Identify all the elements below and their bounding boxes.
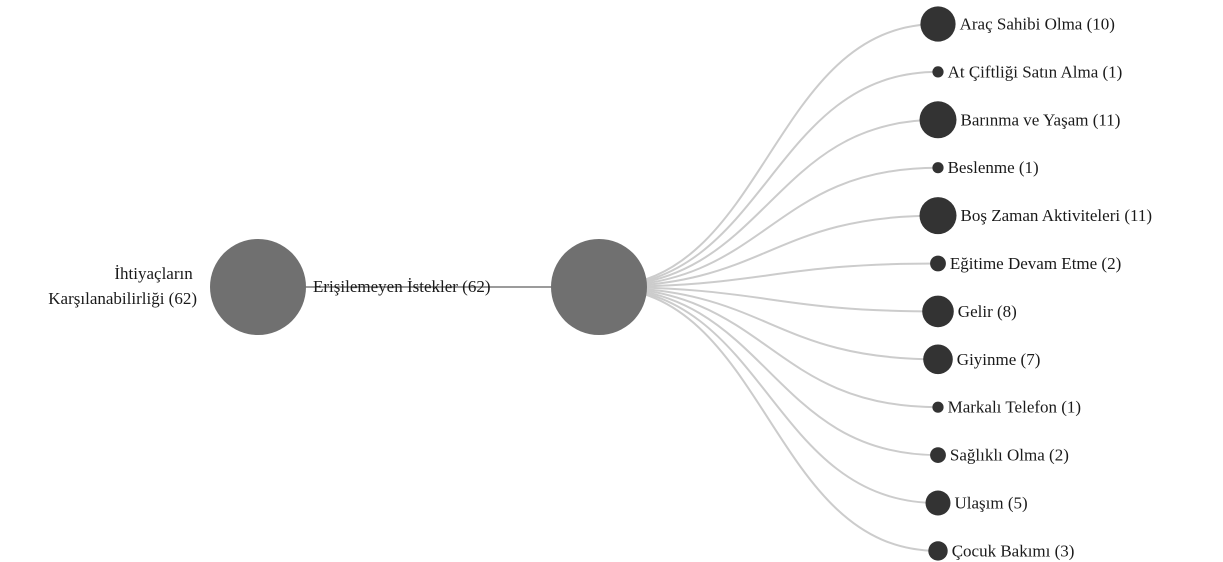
leaf-node-11 bbox=[928, 541, 948, 561]
leaf-label-3: Beslenme (1) bbox=[948, 158, 1039, 177]
leaf-label-4: Boş Zaman Aktiviteleri (11) bbox=[961, 206, 1153, 225]
labels-layer: İhtiyaçların Karşılanabilirliği (62) Eri… bbox=[48, 15, 1152, 561]
leaf-label-11: Çocuk Bakımı (3) bbox=[952, 541, 1075, 560]
leaf-label-1: At Çiftliği Satın Alma (1) bbox=[948, 62, 1123, 81]
leaf-label-2: Barınma ve Yaşam (11) bbox=[961, 110, 1121, 129]
link-3 bbox=[598, 166, 939, 288]
root-node bbox=[210, 239, 306, 335]
leaf-node-3 bbox=[932, 162, 944, 174]
root-label: İhtiyaçların Karşılanabilirliği (62) bbox=[48, 264, 197, 308]
leaf-label-8: Markalı Telefon (1) bbox=[948, 398, 1082, 417]
link-4 bbox=[598, 214, 939, 288]
link-6 bbox=[598, 286, 939, 313]
leaf-node-7 bbox=[923, 344, 953, 375]
erisilemeyen-istekler-node bbox=[551, 239, 647, 335]
leaf-node-1 bbox=[932, 66, 944, 78]
link-1 bbox=[598, 70, 939, 288]
link-2 bbox=[598, 118, 939, 288]
link-10 bbox=[598, 286, 939, 504]
nodes-layer bbox=[210, 6, 957, 561]
root-label-line-1: İhtiyaçların bbox=[114, 264, 193, 283]
root-label-line-2: Karşılanabilirliği (62) bbox=[48, 289, 197, 308]
leaf-label-6: Gelir (8) bbox=[958, 302, 1017, 321]
leaf-node-0 bbox=[920, 6, 956, 42]
leaf-label-7: Giyinme (7) bbox=[957, 350, 1041, 369]
leaf-node-8 bbox=[932, 401, 944, 413]
leaf-label-5: Eğitime Devam Etme (2) bbox=[950, 254, 1121, 273]
leaf-node-9 bbox=[930, 447, 946, 463]
links-layer bbox=[258, 23, 939, 552]
link-7 bbox=[598, 286, 939, 361]
link-8 bbox=[598, 286, 939, 409]
leaf-label-9: Sağlıklı Olma (2) bbox=[950, 446, 1069, 465]
middle-label: Erişilemeyen İstekler (62) bbox=[313, 277, 491, 296]
link-5 bbox=[598, 262, 939, 288]
link-9 bbox=[598, 286, 939, 457]
leaf-node-2 bbox=[919, 101, 957, 139]
link-11 bbox=[598, 286, 939, 552]
leaf-label-0: Araç Sahibi Olma (10) bbox=[960, 15, 1115, 34]
leaf-node-6 bbox=[922, 295, 954, 328]
link-0 bbox=[598, 23, 939, 288]
leaf-node-5 bbox=[930, 255, 946, 272]
leaf-node-4 bbox=[919, 197, 957, 235]
leaf-node-10 bbox=[925, 490, 951, 516]
leaf-label-10: Ulaşım (5) bbox=[955, 494, 1028, 513]
